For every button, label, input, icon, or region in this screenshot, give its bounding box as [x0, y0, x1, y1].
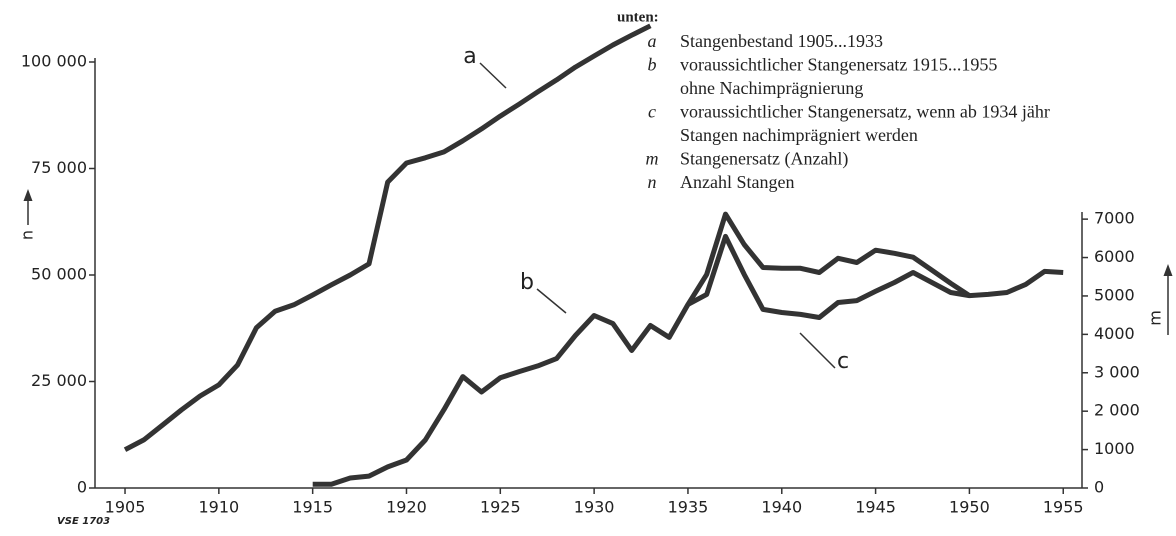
y2-tick-label: 0 [1094, 478, 1104, 497]
x-tick-label: 1945 [855, 498, 896, 517]
x-tick-label: 1915 [292, 498, 333, 517]
series-label: b [520, 270, 534, 295]
figure-id: VSE 1703 [57, 516, 110, 527]
y-axis-label: n [18, 230, 37, 240]
series-label: a [463, 44, 476, 69]
note-key: a [648, 31, 657, 51]
note-key: n [648, 172, 657, 192]
note-key: m [646, 149, 659, 169]
y-tick-label: 25 000 [31, 371, 87, 390]
line-series [686, 233, 970, 320]
y-tick-label: 50 000 [31, 265, 87, 284]
note-text: Stangen nachimprägniert werden [680, 125, 918, 145]
label-pointer [479, 62, 507, 89]
note-text: Stangenbestand 1905...1933 [680, 31, 883, 51]
note-text: voraussichtlicher Stangenersatz 1915...1… [680, 55, 997, 75]
x-tick-label: 1935 [668, 498, 709, 517]
note-key: c [648, 102, 656, 122]
note-key: b [648, 55, 657, 75]
x-tick-label: 1940 [761, 498, 802, 517]
line-series [312, 211, 1064, 487]
x-tick-label: 1950 [949, 498, 990, 517]
y2-tick-label: 5000 [1094, 285, 1135, 304]
y2-axis-label: m [1146, 310, 1165, 326]
x-tick-label: 1920 [386, 498, 427, 517]
y2-tick-label: 7000 [1094, 209, 1135, 228]
y-tick-label: 100 000 [21, 52, 87, 71]
x-tick-label: 1930 [574, 498, 615, 517]
y2-tick-label: 2 000 [1094, 401, 1140, 420]
label-pointer [799, 332, 836, 369]
line-series [123, 23, 652, 452]
y2-tick-label: 6000 [1094, 247, 1135, 266]
y-tick-label: 0 [77, 478, 87, 497]
y2-tick-label: 4000 [1094, 324, 1135, 343]
note-text: Stangenersatz (Anzahl) [680, 149, 848, 170]
note-text: voraussichtlicher Stangenersatz, wenn ab… [680, 102, 1050, 122]
label-pointer [536, 288, 567, 314]
x-tick-label: 1925 [480, 498, 521, 517]
x-tick-label: 1910 [198, 498, 239, 517]
notes-heading: unten: [617, 9, 659, 25]
x-tick-label: 1955 [1043, 498, 1084, 517]
x-tick-label: 1905 [105, 498, 146, 517]
series-label: c [837, 349, 849, 374]
note-text: Anzahl Stangen [680, 172, 794, 192]
y2-tick-label: 1000 [1094, 439, 1135, 458]
note-text: ohne Nachimprägnierung [680, 78, 863, 98]
y2-tick-label: 3 000 [1094, 362, 1140, 381]
y-tick-label: 75 000 [31, 158, 87, 177]
